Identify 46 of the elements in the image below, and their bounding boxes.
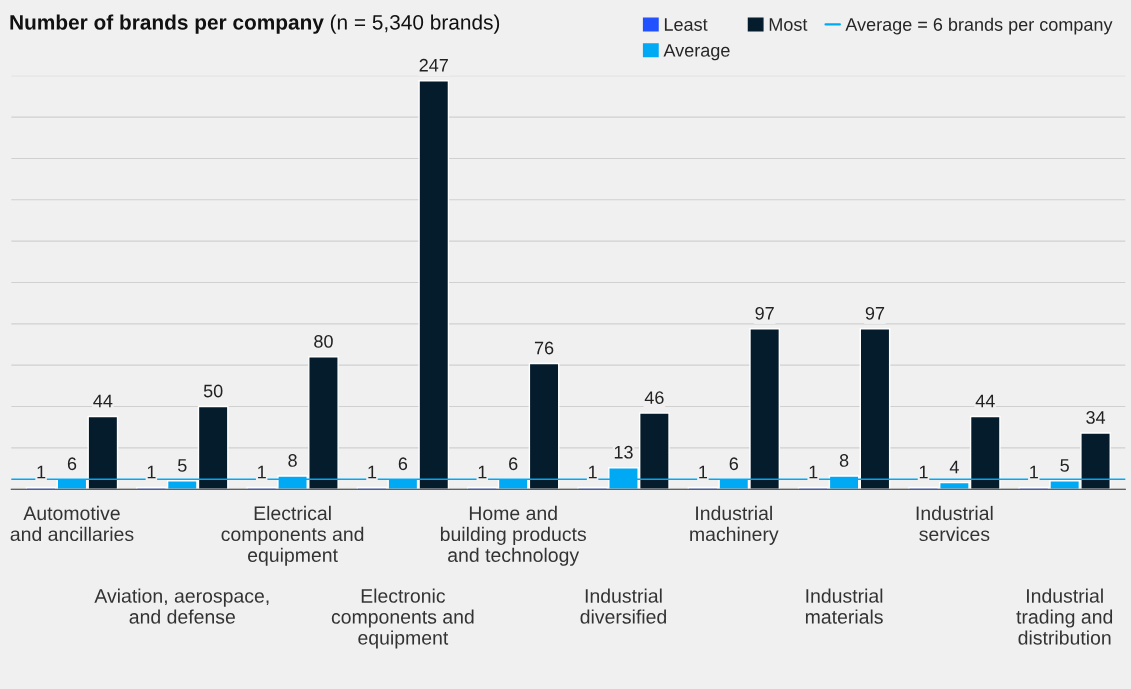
- x-tick-label: Electrical components and equipment: [221, 505, 364, 566]
- data-label: 13: [614, 445, 633, 459]
- data-label: 1: [809, 465, 818, 479]
- x-tick-label: Electronic components and equipment: [331, 588, 474, 649]
- legend-label: Most: [769, 18, 808, 31]
- data-label: 1: [258, 465, 266, 479]
- data-label: 1: [368, 465, 377, 479]
- data-label: 76: [534, 341, 554, 355]
- data-label: 34: [1086, 411, 1106, 424]
- chart-title: Number of brands per company: [10, 14, 324, 34]
- data-label: 6: [67, 457, 77, 471]
- data-label: 6: [398, 457, 408, 471]
- data-label: 6: [509, 457, 518, 471]
- data-label: 5: [177, 459, 187, 472]
- legend-label: Average: [663, 44, 730, 61]
- data-label: 8: [839, 454, 849, 467]
- data-label: 1: [699, 465, 708, 479]
- data-label: 44: [975, 394, 995, 408]
- x-tick-label: Industrial diversified: [580, 588, 666, 624]
- x-tick-label: Aviation, aerospace, and defense: [94, 588, 269, 624]
- legend-label: Least: [664, 18, 708, 31]
- data-label: 1: [37, 465, 46, 479]
- legend-label: Average = 6 brands per company: [845, 17, 1113, 35]
- data-label: 50: [203, 384, 223, 398]
- data-label: 247: [419, 58, 448, 72]
- data-label: 97: [865, 306, 885, 320]
- data-label: 1: [147, 465, 156, 479]
- x-tick-label: Industrial services: [916, 505, 993, 542]
- data-label: 97: [755, 306, 774, 320]
- data-label: 5: [1060, 459, 1069, 472]
- data-label: 46: [644, 391, 664, 404]
- data-label: 80: [314, 334, 333, 348]
- data-label: 1: [919, 465, 928, 479]
- data-label: 4: [949, 460, 959, 474]
- x-tick-label: Industrial machinery: [690, 505, 779, 545]
- data-label: 1: [1030, 465, 1038, 479]
- x-tick-label: Industrial trading and distribution: [1016, 588, 1113, 645]
- x-tick-label: Industrial materials: [805, 588, 883, 624]
- chart-subtitle: (n = 5,340 brands): [330, 14, 500, 34]
- x-tick-label: Automotive and ancillaries: [10, 505, 134, 542]
- x-tick-label: Home and building products and technology: [440, 505, 586, 566]
- data-label: 44: [93, 394, 113, 408]
- data-label: 6: [729, 457, 739, 471]
- data-label: 8: [288, 454, 297, 467]
- data-label: 1: [478, 465, 487, 479]
- data-label: 1: [588, 465, 597, 479]
